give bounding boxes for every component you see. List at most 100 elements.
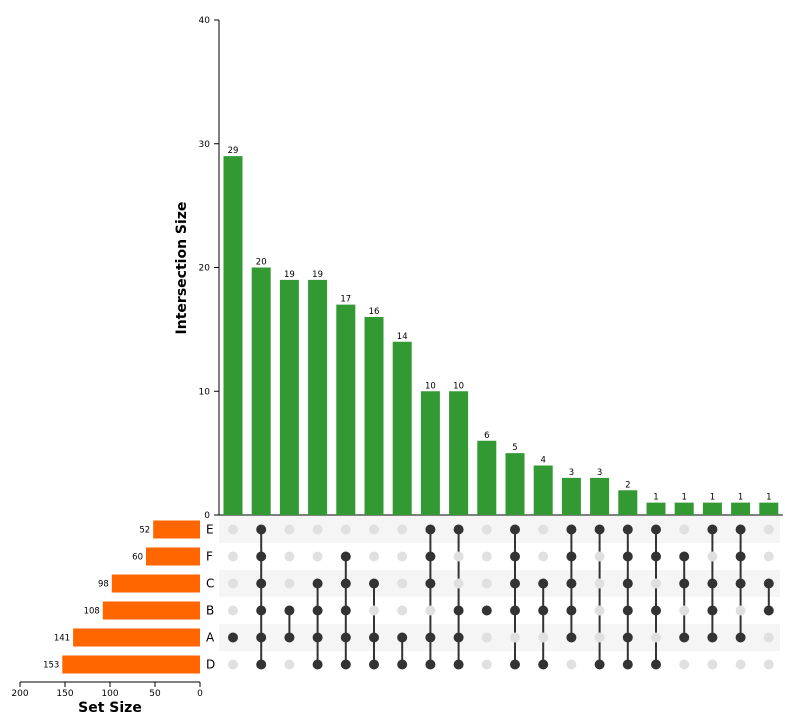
x-tick-label: 0 [197, 689, 203, 699]
matrix-dot-inactive [228, 524, 238, 535]
matrix-dot-active [679, 578, 690, 589]
matrix-dot-inactive [340, 524, 351, 535]
set-size-bar [62, 655, 200, 674]
matrix-dot-inactive [228, 659, 238, 670]
matrix-dot-inactive [651, 578, 661, 589]
matrix-dot-inactive [481, 632, 492, 643]
matrix-dot-inactive [538, 524, 549, 535]
matrix-dot-active [369, 632, 379, 643]
matrix-dot-inactive [679, 659, 690, 670]
matrix-dot-active [425, 551, 436, 562]
y-tick-label: 10 [199, 387, 211, 397]
matrix-dot-inactive [453, 578, 464, 589]
set-size-bar [102, 601, 200, 620]
matrix-dot-active [594, 524, 605, 535]
matrix-dot-active [481, 605, 492, 616]
matrix-dot-active [538, 578, 549, 589]
matrix-dot-inactive [594, 605, 605, 616]
matrix-dot-active [651, 659, 661, 670]
matrix-dot-active [340, 578, 351, 589]
matrix-dot-inactive [707, 551, 718, 562]
matrix-dot-inactive [284, 659, 295, 670]
intersection-bar-label: 5 [512, 443, 517, 453]
intersection-bar [590, 477, 610, 515]
matrix-dot-active [735, 551, 746, 562]
matrix-dot-inactive [397, 551, 408, 562]
matrix-dot-active [510, 578, 520, 589]
intersection-bar [364, 317, 384, 515]
matrix-dot-active [425, 524, 436, 535]
intersection-bar [618, 490, 638, 515]
intersection-bar-label: 10 [453, 381, 464, 391]
matrix-dot-active [256, 578, 267, 589]
matrix-dot-inactive [735, 659, 746, 670]
set-size-bar-label: 153 [43, 661, 59, 671]
set-size-panel: 200 150 100 50 0 52 60 98 108 141 153 [11, 520, 203, 699]
matrix-dot-inactive [312, 551, 323, 562]
matrix-dot-inactive [228, 605, 238, 616]
matrix-dot-active [312, 632, 323, 643]
matrix-dot-active [284, 632, 295, 643]
matrix-dot-active [622, 659, 633, 670]
intersection-bar-label: 3 [569, 468, 574, 478]
intersection-bar [674, 502, 694, 515]
x-tick-label: 50 [149, 689, 161, 699]
matrix-dot-active [566, 605, 577, 616]
intersection-bar [449, 391, 469, 515]
matrix-dot-active [651, 524, 661, 535]
set-size-bar-label: 98 [98, 580, 109, 590]
matrix-dot-active [538, 605, 549, 616]
set-size-bar-label: 141 [54, 634, 70, 644]
matrix-dot-inactive [284, 578, 295, 589]
matrix-dot-active [735, 524, 746, 535]
matrix-dot-active [679, 551, 690, 562]
set-size-bar-label: 52 [139, 526, 150, 536]
intersection-bar [279, 279, 299, 515]
set-size-bar [153, 520, 200, 539]
matrix-dot-inactive [481, 524, 492, 535]
intersection-bar-label: 29 [228, 146, 239, 156]
intersection-bar [731, 502, 751, 515]
intersection-bar [420, 391, 440, 515]
matrix-dot-active [340, 632, 351, 643]
intersection-bar-label: 1 [738, 493, 743, 503]
matrix-dot-active [256, 632, 267, 643]
set-name-label: C [206, 577, 214, 591]
matrix-dot-active [763, 605, 774, 616]
y-tick-label: 0 [204, 511, 210, 521]
matrix-dot-active [425, 632, 436, 643]
set-size-bar [111, 574, 200, 593]
intersection-bar [702, 502, 722, 515]
intersection-bar [759, 502, 779, 515]
matrix-dot-active [622, 578, 633, 589]
intersection-bar [251, 267, 271, 515]
intersection-bar-label: 2 [625, 480, 630, 490]
intersection-size-panel: 0 10 20 30 40 29 20 19 19 17 16 14 10 10 6 5 4 3 3 2 1 1 1 1 1 [199, 16, 783, 521]
matrix-dot-active [707, 524, 718, 535]
matrix-dot-active [369, 578, 379, 589]
intersection-bar [533, 465, 553, 515]
matrix-dot-active [566, 632, 577, 643]
matrix-dot-active [453, 605, 464, 616]
matrix-dot-active [510, 551, 520, 562]
matrix-dot-active [340, 605, 351, 616]
matrix-dot-active [735, 632, 746, 643]
matrix-dot-active [312, 659, 323, 670]
matrix-dot-active [453, 524, 464, 535]
matrix-dot-inactive [369, 524, 379, 535]
y-tick-label: 20 [199, 264, 211, 274]
matrix-dot-inactive [284, 551, 295, 562]
matrix-dot-active [707, 632, 718, 643]
matrix-dot-active [453, 632, 464, 643]
x-tick-label: 150 [56, 689, 73, 699]
matrix-dot-active [510, 659, 520, 670]
intersection-bar-label: 19 [312, 270, 323, 280]
intersection-bar-label: 1 [653, 493, 658, 503]
matrix-dot-inactive [735, 605, 746, 616]
intersection-bar-label: 1 [766, 493, 771, 503]
intersection-bar-label: 17 [340, 295, 351, 305]
matrix-row-stripe [219, 624, 780, 651]
matrix-dot-inactive [425, 605, 436, 616]
matrix-dot-active [312, 578, 323, 589]
